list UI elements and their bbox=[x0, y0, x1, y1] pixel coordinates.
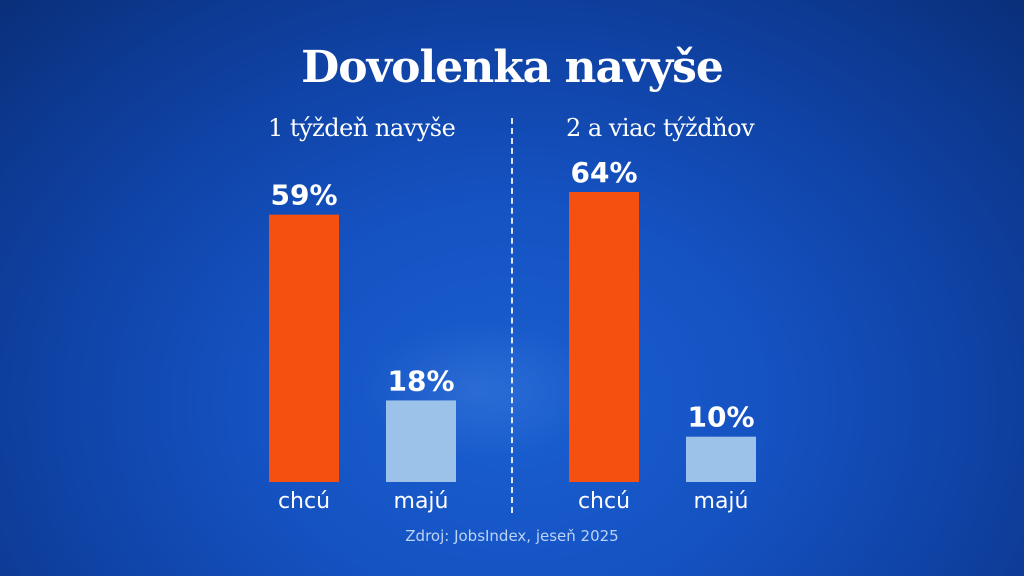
category-label-1-1: chcú bbox=[278, 489, 330, 514]
source-note: Zdroj: JobsIndex, jeseň 2025 bbox=[405, 527, 619, 545]
category-label-1-2: majú bbox=[394, 489, 449, 514]
value-label-1-2: 18% bbox=[387, 364, 454, 397]
category-label-2-2: majú bbox=[694, 489, 749, 514]
panel-title-2: 2 a viac týždňov bbox=[566, 114, 755, 142]
bar-2-1 bbox=[569, 192, 639, 482]
panel-title-1: 1 týždeň navyše bbox=[268, 114, 456, 142]
bar-1-2 bbox=[386, 400, 456, 482]
bar-1-1 bbox=[269, 214, 339, 482]
value-label-2-2: 10% bbox=[687, 401, 754, 434]
chart-title: Dovolenka navyše bbox=[301, 42, 724, 93]
panel-divider bbox=[511, 118, 513, 513]
bar-2-2 bbox=[686, 436, 756, 482]
value-label-1-1: 59% bbox=[270, 179, 337, 212]
category-label-2-1: chcú bbox=[578, 489, 630, 514]
value-label-2-1: 64% bbox=[570, 156, 637, 189]
